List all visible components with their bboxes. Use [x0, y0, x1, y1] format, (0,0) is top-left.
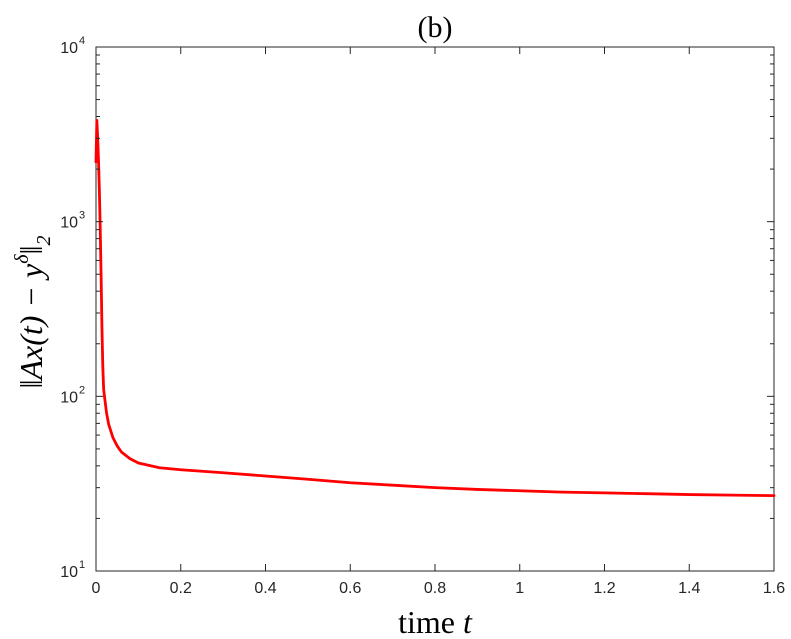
y-axis-label-t: t	[13, 325, 49, 335]
series-line	[94, 119, 776, 498]
y-tick-label: 10	[60, 389, 78, 406]
chart-title: (b)	[418, 11, 453, 44]
y-tick-label-exponent: 3	[79, 210, 85, 222]
y-axis-label: ‖Ax(t) − yδ‖2	[11, 235, 55, 388]
x-axis-label-variable: t	[463, 604, 473, 639]
y-tick-label-exponent: 2	[79, 384, 85, 396]
x-tick-label: 1	[515, 580, 524, 597]
x-tick-label: 0.6	[339, 580, 361, 597]
y-tick-label: 10	[60, 564, 78, 581]
y-axis-label-sup: δ	[11, 254, 33, 264]
x-tick-label: 1.2	[593, 580, 615, 597]
x-tick-label: 0	[92, 580, 101, 597]
x-axis-label: time t	[398, 604, 473, 639]
y-axis-label-mid: ) − y	[13, 263, 49, 328]
x-tick-label: 0.4	[254, 580, 276, 597]
x-axis-ticks: 0 0.2 0.4 0.6 0.8 1 1.2 1.4 1.6	[92, 47, 785, 597]
y-tick-label-exponent: 4	[79, 35, 85, 47]
x-tick-label: 1.6	[763, 580, 785, 597]
x-tick-label: 0.2	[170, 580, 192, 597]
x-tick-label: 1.4	[678, 580, 700, 597]
y-tick-label-exponent: 1	[79, 559, 85, 571]
y-tick-label: 10	[60, 215, 78, 232]
x-tick-label: 0.8	[424, 580, 446, 597]
y-axis-label-left: ‖Ax(	[13, 333, 49, 389]
y-axis-label-right: ‖	[13, 245, 49, 254]
y-axis-label-sub: 2	[33, 235, 55, 245]
y-tick-label: 10	[60, 40, 78, 57]
x-axis-label-text: time	[398, 604, 455, 639]
